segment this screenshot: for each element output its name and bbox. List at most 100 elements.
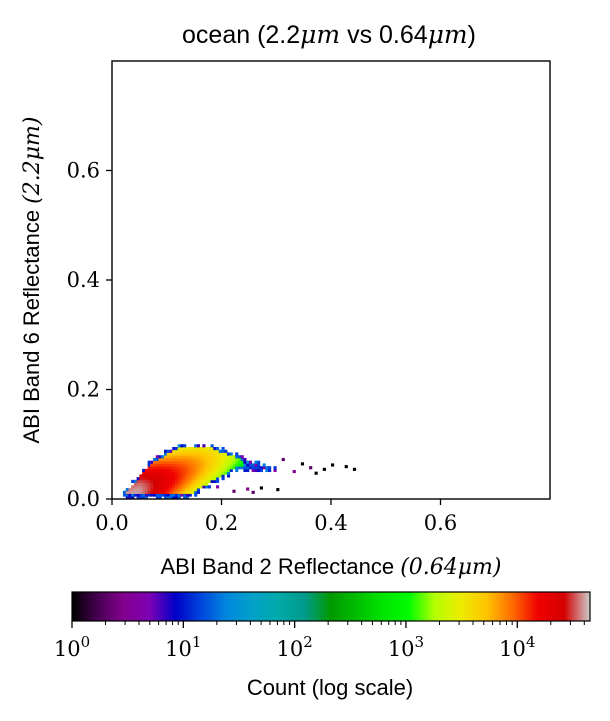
heatmap-cell xyxy=(180,493,184,497)
colorbar-tick-label: 102 xyxy=(277,633,313,661)
heatmap-cell xyxy=(183,466,187,470)
heatmap-cell xyxy=(196,474,200,478)
heatmap-cell xyxy=(188,474,192,478)
heatmap-cell xyxy=(251,490,255,494)
heatmap-cell xyxy=(180,446,184,451)
heatmap-cell xyxy=(262,466,266,470)
heatmap-cell xyxy=(136,493,140,497)
heatmap-cell xyxy=(259,468,263,473)
heatmap-cell xyxy=(180,485,184,489)
heatmap-cell xyxy=(169,490,173,494)
heatmap-cell xyxy=(161,485,165,489)
heatmap-cell xyxy=(172,457,176,462)
heatmap-cell xyxy=(229,468,233,473)
heatmap-cell xyxy=(300,462,305,466)
heatmap-cell xyxy=(155,471,159,475)
heatmap-cell xyxy=(164,457,168,462)
heatmap-cell xyxy=(273,466,277,470)
heatmap-cell xyxy=(218,449,222,453)
heatmap-cell xyxy=(202,477,206,481)
heatmap-cell xyxy=(177,485,181,489)
heatmap-cell xyxy=(177,493,181,497)
heatmap-cell xyxy=(164,493,168,497)
heatmap-cell xyxy=(196,446,200,451)
heatmap-cell xyxy=(142,468,146,473)
heatmap-cell xyxy=(210,479,214,483)
heatmap-cell xyxy=(183,477,187,481)
x-tick-label: 0.6 xyxy=(424,511,457,535)
heatmap-cell xyxy=(172,446,176,451)
heatmap-cell xyxy=(177,446,181,451)
heatmap-cell xyxy=(169,457,173,462)
heatmap-cell xyxy=(169,449,173,453)
heatmap-cell xyxy=(174,446,179,451)
heatmap-cell xyxy=(229,457,233,462)
heatmap-cell xyxy=(254,460,258,464)
heatmap-cell xyxy=(205,482,209,486)
heatmap-cell xyxy=(139,477,143,481)
heatmap-cell xyxy=(243,468,247,473)
heatmap-cell xyxy=(188,493,192,497)
heatmap-cell xyxy=(221,457,225,462)
heatmap-cell xyxy=(218,468,222,473)
heatmap-cell xyxy=(150,490,154,494)
heatmap-cell xyxy=(199,446,203,451)
heatmap-cell xyxy=(174,485,179,489)
heatmap-cell xyxy=(191,477,195,481)
heatmap-cell xyxy=(155,466,159,470)
heatmap-cell xyxy=(205,455,209,459)
heatmap-cell xyxy=(136,485,140,489)
heatmap-cell xyxy=(158,460,162,464)
heatmap-cell xyxy=(166,493,170,497)
heatmap-cell xyxy=(174,488,179,492)
heatmap-cell xyxy=(164,463,168,467)
heatmap-cell xyxy=(202,452,206,456)
heatmap-cell xyxy=(254,463,258,467)
heatmap-cell xyxy=(210,474,214,478)
heatmap-cell xyxy=(199,479,203,483)
heatmap-cell xyxy=(196,485,200,489)
heatmap-cell xyxy=(180,460,184,464)
heatmap-cell xyxy=(221,477,225,481)
heatmap-cell xyxy=(166,474,170,478)
heatmap-cell xyxy=(164,466,168,470)
heatmap-cell xyxy=(191,468,195,473)
heatmap-cell xyxy=(213,471,217,475)
heatmap-cell xyxy=(164,471,168,475)
heatmap-cell xyxy=(207,466,211,470)
heatmap-cell xyxy=(232,466,236,470)
heatmap-cell xyxy=(172,493,176,497)
heatmap-cell xyxy=(210,446,214,451)
heatmap-cell xyxy=(177,477,181,481)
heatmap-cell xyxy=(147,460,151,464)
heatmap-cell xyxy=(166,485,170,489)
heatmap-cell xyxy=(169,463,173,467)
heatmap-cell xyxy=(194,490,198,494)
heatmap-cell xyxy=(224,460,228,464)
heatmap-cell xyxy=(216,455,220,459)
heatmap-cell xyxy=(221,449,225,453)
heatmap-cell xyxy=(155,490,159,494)
heatmap-cell xyxy=(174,466,179,470)
heatmap-cell xyxy=(180,471,184,475)
heatmap-cell xyxy=(226,460,231,464)
heatmap-cell xyxy=(128,488,132,492)
heatmap-cell xyxy=(183,471,187,475)
heatmap-cell xyxy=(199,466,203,470)
heatmap-cell xyxy=(166,471,170,475)
heatmap-cell xyxy=(196,452,200,456)
heatmap-cell xyxy=(183,452,187,456)
heatmap-cell xyxy=(185,468,190,473)
heatmap-cell xyxy=(164,452,168,456)
heatmap-cell xyxy=(224,449,228,453)
heatmap-cell xyxy=(158,474,162,478)
heatmap-cell xyxy=(161,466,165,470)
heatmap-cell xyxy=(213,457,217,462)
heatmap-cell xyxy=(150,466,154,470)
heatmap-cell xyxy=(155,493,159,497)
heatmap-cell xyxy=(246,463,250,467)
heatmap-cell xyxy=(235,460,239,464)
heatmap-cell xyxy=(248,466,253,470)
heatmap-cell xyxy=(185,460,190,464)
